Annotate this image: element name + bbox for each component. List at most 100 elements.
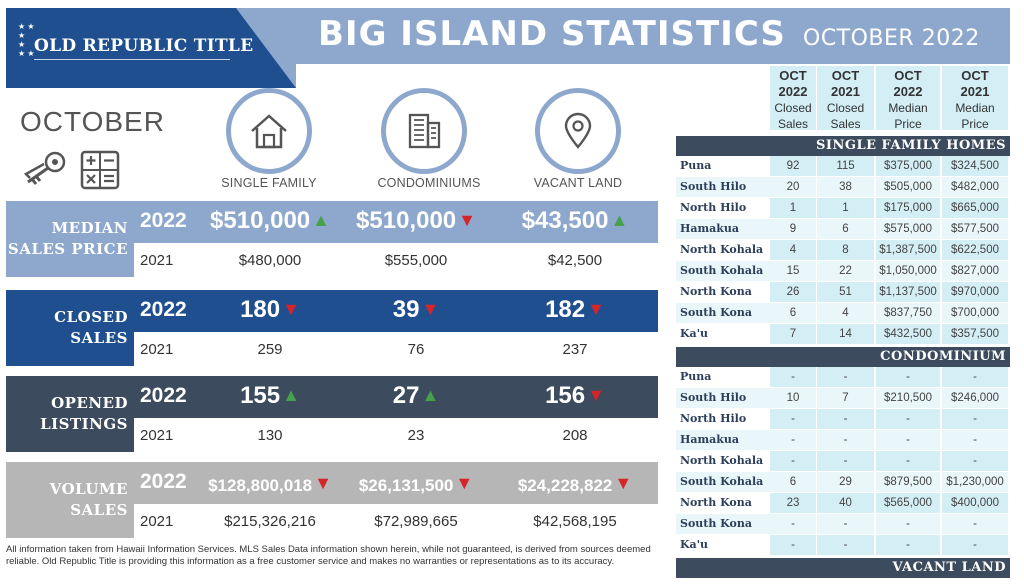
header-line: OCT bbox=[779, 68, 807, 83]
current-value-text: $24,228,822 bbox=[517, 476, 613, 495]
stat-label-line: MEDIAN bbox=[51, 219, 128, 237]
table-cell: - bbox=[817, 514, 874, 534]
logo-divider bbox=[34, 59, 230, 60]
current-year: 2022 bbox=[140, 209, 187, 232]
table-column-header: OCT 2022 Closed Sales bbox=[770, 66, 816, 131]
table-cell: - bbox=[770, 430, 816, 450]
current-value-text: 155 bbox=[240, 382, 281, 409]
table-cell: 29 bbox=[817, 472, 874, 492]
table-column-header: OCT 2021 Median Price bbox=[942, 66, 1008, 131]
table-cell: - bbox=[876, 514, 940, 534]
table-cell: 115 bbox=[817, 156, 874, 176]
trend-up-icon: ▲ bbox=[312, 210, 330, 230]
table-section-header: CONDOMINIUM bbox=[676, 347, 1010, 367]
header-line: OCT bbox=[894, 68, 922, 83]
table-cell: - bbox=[942, 514, 1008, 534]
district-name: Hamakua bbox=[676, 430, 770, 450]
table-row: South Kohala 15 22 $1,050,000 $827,000 bbox=[676, 261, 1010, 281]
table-row: North Hilo 1 1 $175,000 $665,000 bbox=[676, 198, 1010, 218]
table-cell: 6 bbox=[770, 472, 816, 492]
current-value: $24,228,822 ▼ bbox=[490, 473, 660, 496]
prior-value: $72,989,665 bbox=[374, 513, 458, 530]
trend-down-icon: ▼ bbox=[587, 299, 605, 319]
table-cell: $1,230,000 bbox=[942, 472, 1008, 492]
current-value-text: $510,000 bbox=[356, 207, 457, 234]
table-cell: 7 bbox=[817, 388, 874, 408]
table-cell: $375,000 bbox=[876, 156, 940, 176]
table-cell: 1 bbox=[770, 198, 816, 218]
district-name: South Hilo bbox=[676, 177, 770, 197]
district-name: North Kohala bbox=[680, 454, 764, 467]
stat-label-line: LISTINGS bbox=[40, 415, 128, 433]
current-value-text: $43,500 bbox=[521, 207, 609, 234]
table-row: South Hilo 20 38 $505,000 $482,000 bbox=[676, 177, 1010, 197]
current-value: 156 ▼ bbox=[490, 382, 660, 410]
stat-prior-row bbox=[134, 243, 658, 277]
trend-down-icon: ▼ bbox=[458, 210, 476, 230]
prior-value: $555,000 bbox=[384, 252, 448, 269]
table-cell: - bbox=[876, 409, 940, 429]
district-name: North Hilo bbox=[680, 201, 747, 214]
district-name: South Kohala bbox=[676, 261, 770, 281]
table-column-header: OCT 2022 Median Price bbox=[876, 66, 940, 131]
table-cell: $175,000 bbox=[876, 198, 940, 218]
table-cell: 14 bbox=[817, 324, 874, 344]
table-row: North Kohala 4 8 $1,387,500 $622,500 bbox=[676, 240, 1010, 260]
current-value: $43,500 ▲ bbox=[490, 207, 660, 235]
header-line: Price bbox=[961, 117, 989, 131]
table-cell: - bbox=[770, 514, 816, 534]
table-cell: $565,000 bbox=[876, 493, 940, 513]
month-label: OCTOBER bbox=[20, 106, 165, 137]
header-line: Median bbox=[955, 101, 995, 115]
current-value-text: 182 bbox=[545, 296, 586, 323]
stat-section-median: MEDIAN SALES PRICE 2022 2021 $510,000 ▲ $480,0… bbox=[6, 201, 658, 277]
company-logo: OLD REPUBLIC TITLE bbox=[34, 36, 254, 56]
table-cell: $837,750 bbox=[876, 303, 940, 323]
district-name: South Kona bbox=[676, 303, 770, 323]
prior-year: 2021 bbox=[140, 513, 174, 530]
stat-section-volume: VOLUME SALES 2022 2021 $128,800,018 ▼ $215,326… bbox=[6, 462, 658, 538]
table-cell: 8 bbox=[817, 240, 874, 260]
table-cell: 23 bbox=[770, 493, 816, 513]
table-cell: 92 bbox=[770, 156, 816, 176]
table-cell: $482,000 bbox=[942, 177, 1008, 197]
table-cell: 10 bbox=[770, 388, 816, 408]
type-label-vacant-land: VACANT LAND bbox=[533, 176, 623, 190]
page-title: BIG ISLAND STATISTICS bbox=[318, 14, 786, 54]
district-name: Puna bbox=[680, 159, 712, 172]
table-cell: 22 bbox=[817, 261, 874, 281]
stat-label-line: CLOSED bbox=[54, 308, 128, 326]
header-line: Closed bbox=[774, 101, 812, 115]
trend-down-icon: ▼ bbox=[587, 385, 605, 405]
current-value-text: $128,800,018 bbox=[208, 476, 313, 495]
stat-label-line: VOLUME bbox=[49, 480, 128, 498]
table-row: South Kohala 6 29 $879,500 $1,230,000 bbox=[676, 472, 1010, 492]
stars-icon: ★ ★ ★ ★ ★ ★ bbox=[18, 22, 35, 58]
table-cell: 6 bbox=[770, 303, 816, 323]
current-value: 39 ▼ bbox=[331, 296, 501, 324]
stat-label-line: SALES PRICE bbox=[7, 240, 128, 258]
table-row: Hamakua - - - - bbox=[676, 430, 1010, 450]
district-name: South Kohala bbox=[676, 472, 770, 492]
prior-year: 2021 bbox=[140, 341, 174, 358]
prior-value: $42,568,195 bbox=[533, 513, 617, 530]
prior-value: 76 bbox=[407, 341, 425, 358]
district-name: North Kona bbox=[680, 496, 752, 509]
trend-up-icon: ▲ bbox=[282, 385, 300, 405]
header-line: 2022 bbox=[893, 84, 923, 99]
house-icon bbox=[226, 88, 312, 174]
header-line: Sales bbox=[830, 117, 861, 131]
table-cell: $665,000 bbox=[942, 198, 1008, 218]
table-cell: 9 bbox=[770, 219, 816, 239]
current-value-text: $26,131,500 bbox=[358, 476, 454, 495]
table-row: Puna 92 115 $375,000 $324,500 bbox=[676, 156, 1010, 176]
district-name: Hamakua bbox=[676, 219, 770, 239]
stat-label: OPENED LISTINGS bbox=[6, 376, 134, 452]
table-section-header: VACANT LAND bbox=[676, 558, 1010, 578]
district-name: North Kona bbox=[680, 285, 752, 298]
table-row: Ka'u 7 14 $432,500 $357,500 bbox=[676, 324, 1010, 344]
district-name: Ka'u bbox=[680, 327, 709, 340]
table-cell: - bbox=[817, 409, 874, 429]
logo-banner-fold bbox=[236, 8, 296, 88]
table-cell: 1 bbox=[817, 198, 874, 218]
